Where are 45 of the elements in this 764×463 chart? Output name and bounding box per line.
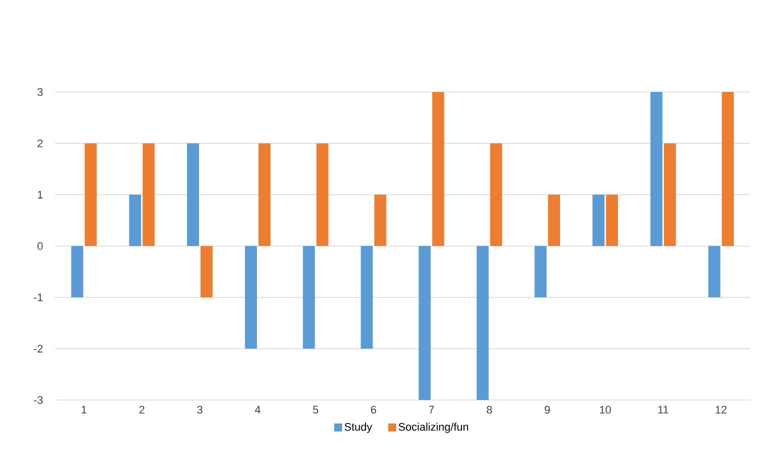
bar xyxy=(650,92,662,246)
x-tick-label: 11 xyxy=(658,406,668,414)
x-tick-label: 3 xyxy=(197,406,202,414)
x-tick-label: 10 xyxy=(600,406,611,414)
x-tick-label: 5 xyxy=(313,406,318,414)
y-tick-label: 1 xyxy=(38,190,43,198)
bar xyxy=(142,143,155,246)
bar xyxy=(534,246,547,298)
x-tick-label: 8 xyxy=(486,406,492,414)
x-tick-label: 7 xyxy=(428,406,434,414)
y-tick-label: -1 xyxy=(34,294,43,302)
bar xyxy=(708,246,720,298)
x-tick-label: 6 xyxy=(371,406,376,414)
bar xyxy=(84,143,97,246)
bar xyxy=(722,92,734,246)
x-tick-label: 4 xyxy=(254,406,260,414)
bar xyxy=(129,194,142,246)
bar xyxy=(418,246,431,400)
bar xyxy=(606,194,618,246)
bar xyxy=(187,143,200,246)
y-tick-label: -3 xyxy=(34,396,43,404)
y-tick-label: 3 xyxy=(37,88,43,96)
bar xyxy=(71,246,84,298)
legend-label: Study xyxy=(344,422,372,433)
bar xyxy=(258,143,270,246)
legend-label: Socializing/fun xyxy=(398,422,468,433)
y-tick-label: 2 xyxy=(38,140,43,148)
bar xyxy=(374,194,386,246)
bar xyxy=(200,246,213,298)
bar xyxy=(244,246,257,349)
x-tick-label: 2 xyxy=(139,406,144,414)
y-tick-label: 0 xyxy=(37,242,43,250)
bar xyxy=(432,92,444,246)
bar xyxy=(302,246,315,349)
bar xyxy=(548,194,560,246)
x-tick-label: 1 xyxy=(82,406,86,414)
bar xyxy=(316,143,328,246)
y-tick-label: -2 xyxy=(34,344,43,352)
bar xyxy=(490,143,502,246)
bar xyxy=(664,143,676,246)
x-tick-label: 12 xyxy=(716,406,727,414)
x-tick-label: 9 xyxy=(544,406,550,414)
bar xyxy=(476,246,489,400)
bar xyxy=(360,246,373,349)
bar xyxy=(592,194,604,246)
